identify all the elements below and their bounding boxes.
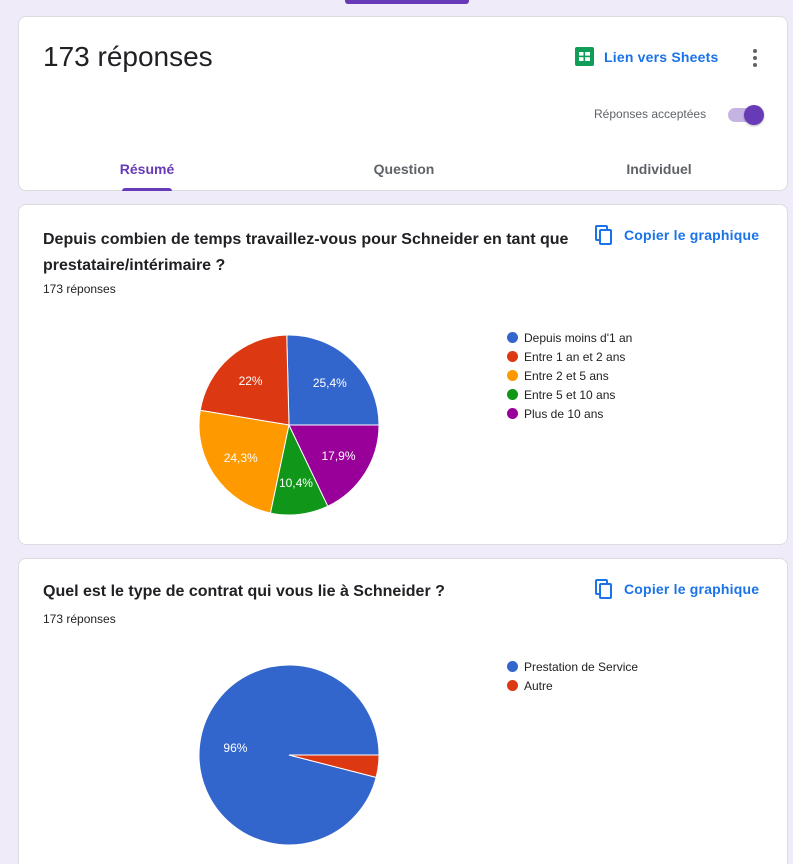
question-response-count: 173 réponses [43, 282, 116, 296]
pie-slice-label: 10,4% [279, 476, 313, 490]
tab-question-label: Question [373, 161, 435, 177]
pie-chart: 96% [198, 664, 380, 846]
tab-individual-label: Individuel [626, 161, 692, 177]
legend-label: Entre 5 et 10 ans [524, 387, 616, 402]
question-title: Quel est le type de contrat qui vous lie… [43, 583, 445, 600]
question-response-count: 173 réponses [43, 612, 116, 626]
legend-label: Autre [524, 678, 553, 693]
copy-chart-button[interactable]: Copier le graphique [595, 579, 759, 599]
pie-slice-label: 96% [223, 741, 247, 755]
legend-swatch [507, 370, 518, 381]
sheets-icon [575, 47, 594, 66]
legend-swatch [507, 389, 518, 400]
sheets-label: Lien vers Sheets [604, 48, 719, 65]
legend-swatch [507, 680, 518, 691]
tab-bar: Résumé Question Individuel [19, 145, 787, 191]
pie-chart: 25,4% 22% 24,3% 10,4% 17,9% [198, 334, 380, 516]
more-options-icon[interactable] [747, 47, 763, 69]
legend-label: Prestation de Service [524, 659, 639, 674]
chart-legend: Prestation de Service Autre [507, 657, 638, 695]
legend-item[interactable]: Entre 1 an et 2 ans [507, 347, 632, 366]
accepting-responses-label: Réponses acceptées [594, 107, 707, 121]
legend-swatch [507, 332, 518, 343]
accepting-responses-toggle[interactable] [726, 105, 764, 125]
pie-slice[interactable] [199, 334, 290, 426]
tab-summary-label: Résumé [119, 161, 175, 177]
question-card-duration: Depuis combien de temps travaillez-vous … [18, 204, 788, 545]
question-card-contract: Quel est le type de contrat qui vous lie… [18, 558, 788, 864]
pie-slice-label: 17,9% [321, 449, 355, 463]
legend-swatch [507, 408, 518, 419]
chart-legend: Depuis moins d'1 an Entre 1 an et 2 ans En… [507, 328, 632, 423]
legend-item[interactable]: Plus de 10 ans [507, 404, 632, 423]
legend-label: Depuis moins d'1 an [524, 330, 633, 345]
copy-icon [595, 579, 612, 599]
pie-slice[interactable] [198, 409, 290, 514]
tab-question[interactable]: Question [359, 145, 449, 191]
legend-swatch [507, 351, 518, 362]
pie-slice-label: 22% [239, 374, 263, 388]
pie-slice[interactable] [286, 334, 380, 426]
legend-item[interactable]: Prestation de Service [507, 657, 638, 676]
summary-header-card: 173 réponses Lien vers Sheets Réponses a… [18, 16, 788, 191]
pie-slice[interactable] [288, 424, 380, 507]
copy-chart-label: Copier le graphique [624, 227, 760, 243]
copy-chart-button[interactable]: Copier le graphique [595, 225, 759, 245]
link-to-sheets-button[interactable]: Lien vers Sheets [575, 47, 718, 66]
top-accent-bar [345, 0, 469, 4]
tab-summary[interactable]: Résumé [107, 145, 187, 191]
legend-item[interactable]: Depuis moins d'1 an [507, 328, 632, 347]
legend-item[interactable]: Entre 2 et 5 ans [507, 366, 632, 385]
legend-swatch [507, 661, 518, 672]
legend-label: Entre 1 an et 2 ans [524, 349, 626, 364]
copy-icon [595, 225, 612, 245]
copy-chart-label: Copier le graphique [624, 581, 760, 597]
legend-label: Plus de 10 ans [524, 406, 604, 421]
tab-individual[interactable]: Individuel [614, 145, 704, 191]
legend-item[interactable]: Entre 5 et 10 ans [507, 385, 632, 404]
legend-label: Entre 2 et 5 ans [524, 368, 609, 383]
pie-slice-label: 24,3% [224, 451, 258, 465]
question-title: Depuis combien de temps travaillez-vous … [43, 231, 569, 274]
legend-item[interactable]: Autre [507, 676, 638, 695]
responses-count-title: 173 réponses [43, 41, 213, 72]
pie-slice-label: 25,4% [313, 376, 347, 390]
pie-slice[interactable] [288, 754, 380, 778]
active-tab-indicator [122, 188, 172, 191]
